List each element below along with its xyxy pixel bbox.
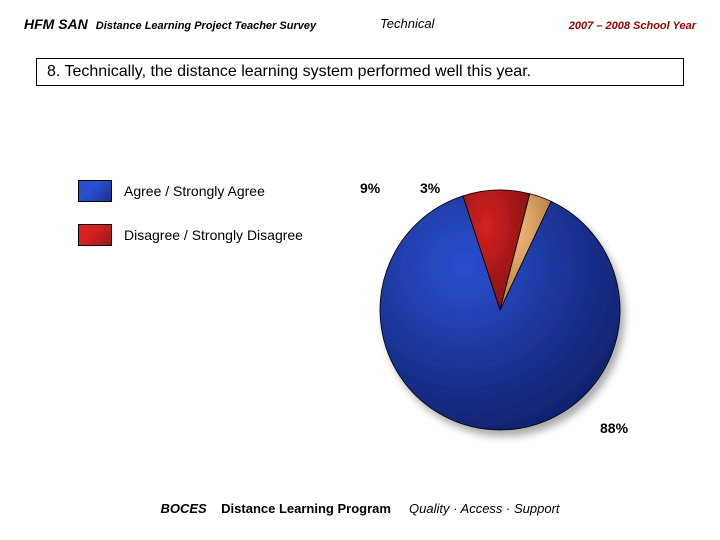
- header-subtitle: Distance Learning Project Teacher Survey: [96, 20, 316, 32]
- legend: Agree / Strongly Agree Disagree / Strong…: [78, 180, 303, 268]
- pie-pct-neutral: 3%: [420, 180, 440, 196]
- footer-tagline: Quality · Access · Support: [409, 501, 560, 516]
- legend-swatch-disagree: [78, 224, 112, 246]
- page-footer: BOCES Distance Learning Program Quality …: [0, 501, 720, 516]
- header-year: 2007 – 2008 School Year: [569, 20, 696, 32]
- footer-brand: BOCES: [160, 501, 206, 516]
- header-section: Technical: [380, 16, 434, 31]
- footer-program: Distance Learning Program: [221, 501, 391, 516]
- page-header: HFM SAN Distance Learning Project Teache…: [0, 16, 720, 32]
- legend-swatch-agree: [78, 180, 112, 202]
- pie-chart: 9% 3% 88%: [350, 160, 650, 460]
- header-left: HFM SAN Distance Learning Project Teache…: [24, 16, 316, 32]
- legend-item-disagree: Disagree / Strongly Disagree: [78, 224, 303, 246]
- question-text: 8. Technically, the distance learning sy…: [47, 63, 531, 80]
- question-box: 8. Technically, the distance learning sy…: [36, 58, 684, 86]
- header-brand: HFM SAN: [24, 16, 88, 32]
- pie-svg: [350, 160, 650, 460]
- legend-item-agree: Agree / Strongly Agree: [78, 180, 303, 202]
- legend-label-agree: Agree / Strongly Agree: [124, 183, 265, 199]
- pie-pct-disagree: 9%: [360, 180, 380, 196]
- legend-label-disagree: Disagree / Strongly Disagree: [124, 227, 303, 243]
- pie-pct-agree: 88%: [600, 420, 628, 436]
